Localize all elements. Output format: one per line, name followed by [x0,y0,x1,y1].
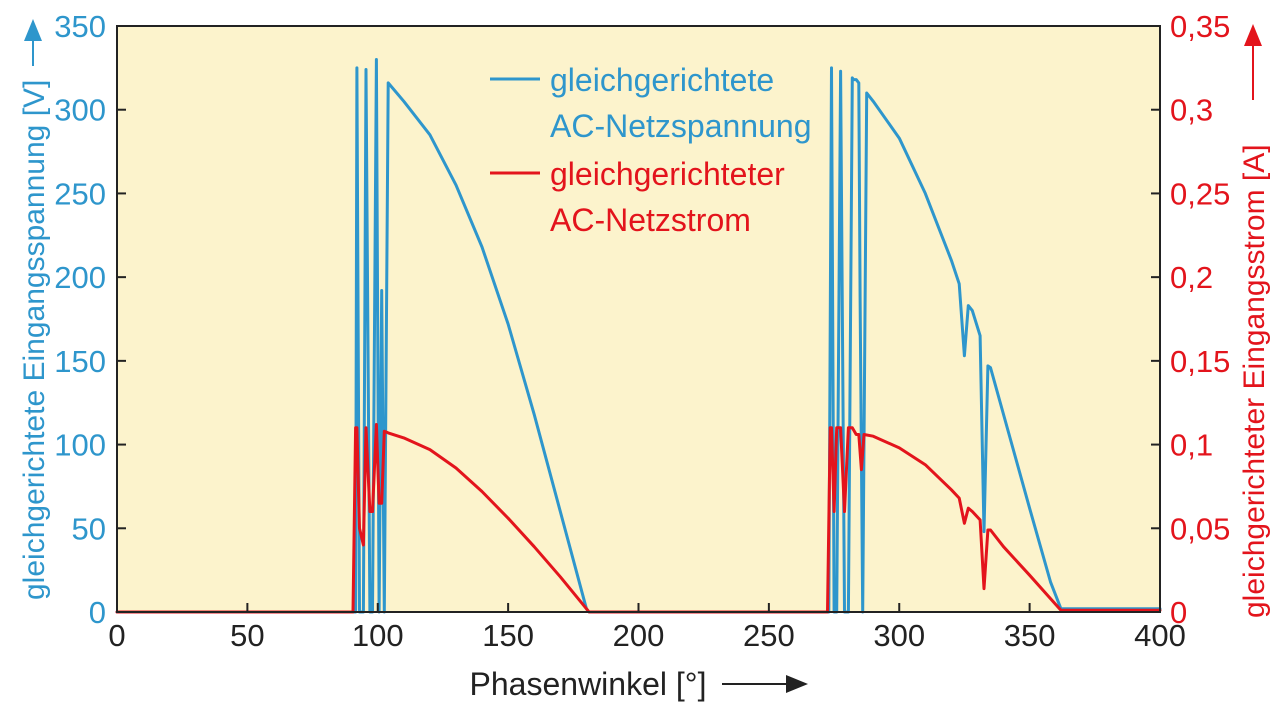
series-layer [115,58,1162,614]
x-tick-label: 300 [873,618,925,653]
y-right-tick-label: 0,35 [1170,9,1230,44]
ticks-layer: 0 50 100 150 200 250 300 350 4000501001502002503… [54,9,1230,653]
y-right-tick-label: 0,15 [1170,344,1230,379]
legend: gleichgerichtete AC-Netzspannung gleichg… [490,62,811,238]
y-axis-arrow-left [24,19,42,66]
y-left-tick-label: 350 [54,9,106,44]
y-left-tick-label: 200 [54,260,106,295]
x-tick-label: 400 [1134,618,1186,653]
x-tick-label: 50 [230,618,264,653]
series-voltage-line [115,58,1162,614]
x-tick-label: 100 [352,618,404,653]
y-right-tick-label: 0,3 [1170,93,1213,128]
x-tick-label: 150 [482,618,534,653]
plot-area [117,26,1160,612]
legend-label-current-line2: AC-Netzstrom [550,202,751,238]
x-tick-label: 350 [1004,618,1056,653]
x-tick-label: 250 [743,618,795,653]
y-left-tick-label: 0 [89,595,106,630]
y-axis-label-right: gleichgerichteter Eingangsstrom [A] [1238,144,1271,618]
y-axis-arrow-right [1244,24,1262,100]
x-tick-label: 200 [613,618,665,653]
x-tick-label: 0 [108,618,125,653]
series-current-line [115,423,1162,614]
y-axis-label-left: gleichgerichtete Eingangsspannung [V] [18,80,51,600]
y-right-tick-label: 0,05 [1170,511,1230,546]
y-right-tick-label: 0,1 [1170,428,1213,463]
y-left-tick-label: 250 [54,176,106,211]
legend-label-voltage-line1: gleichgerichtete [550,62,774,98]
y-right-tick-label: 0,25 [1170,176,1230,211]
y-left-tick-label: 300 [54,93,106,128]
y-right-tick-label: 0 [1170,595,1187,630]
legend-label-current-line1: gleichgerichteter [550,156,785,192]
y-left-tick-label: 150 [54,344,106,379]
x-axis-arrow [722,675,808,693]
y-left-tick-label: 50 [72,511,106,546]
y-right-tick-label: 0,2 [1170,260,1213,295]
y-left-tick-label: 100 [54,428,106,463]
legend-label-voltage-line2: AC-Netzspannung [550,108,811,144]
x-axis-label: Phasenwinkel [°] [470,666,707,702]
